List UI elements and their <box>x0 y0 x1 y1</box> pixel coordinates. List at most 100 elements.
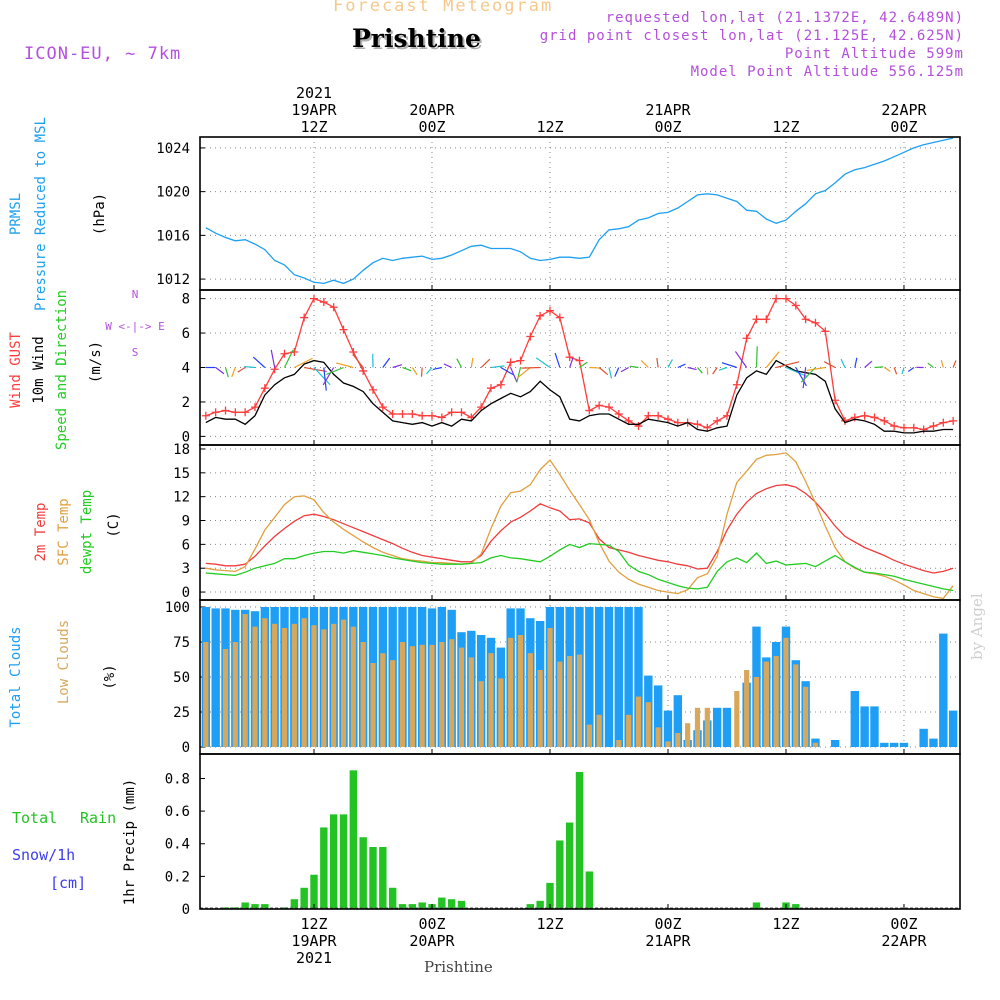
clouds-ytick-label-0: 0 <box>182 740 190 756</box>
low-cloud-bar-58 <box>773 656 779 748</box>
wind-direction-arrow-27 <box>470 357 474 368</box>
gust-marker-33 <box>526 332 535 341</box>
top-time-label-5-1: 00Z <box>890 118 917 136</box>
pressure-series-prmsl <box>205 137 954 285</box>
wind-direction-arrow-7 <box>270 349 276 368</box>
total-cloud-bar-41 <box>604 607 614 748</box>
wind-direction-arrow-66 <box>854 357 858 368</box>
gust-marker-12 <box>319 298 328 307</box>
rain-bar-11 <box>310 874 318 910</box>
wind-direction-arrow-21 <box>411 367 418 376</box>
top-time-label-5-0: 22APR <box>881 101 927 119</box>
precip-label-total: Total <box>12 809 57 827</box>
wind-direction-arrow-59 <box>785 366 807 377</box>
gust-marker-71 <box>899 423 908 432</box>
low-cloud-bar-23 <box>429 644 435 748</box>
rain-bar-10 <box>300 887 308 910</box>
low-cloud-bar-10 <box>301 618 307 748</box>
wind-direction-arrow-39 <box>589 366 601 369</box>
gust-marker-4 <box>241 408 250 417</box>
rain-bar-33 <box>526 904 535 910</box>
low-cloud-bar-25 <box>449 639 455 748</box>
temperature-series-sfc-temp <box>205 452 954 600</box>
wind-direction-arrow-48 <box>677 363 686 369</box>
pressure-unit: (hPa) <box>92 193 108 235</box>
low-cloud-bar-45 <box>645 702 651 748</box>
rain-bar-14 <box>339 814 348 910</box>
compass-west-east: W <-|-> E <box>105 320 165 333</box>
wind-direction-arrow-28 <box>480 358 491 368</box>
wind-ytick-label-4: 8 <box>182 292 190 308</box>
wind-direction-arrow-76 <box>952 360 957 368</box>
wind-direction-arrow-72 <box>907 367 915 372</box>
total-cloud-bar-52 <box>712 707 722 748</box>
gust-marker-28 <box>477 403 486 412</box>
gust-marker-23 <box>427 411 436 420</box>
total-cloud-bar-46 <box>653 685 663 748</box>
wind-direction-arrow-3 <box>231 367 236 378</box>
gust-marker-42 <box>614 410 623 418</box>
gust-marker-5 <box>251 403 260 412</box>
gust-marker-31 <box>506 358 515 367</box>
low-cloud-bar-15 <box>350 626 356 748</box>
gust-marker-72 <box>909 423 918 432</box>
bottom-time-label-5-1: 22APR <box>881 932 927 950</box>
gust-marker-29 <box>486 384 495 393</box>
gust-marker-48 <box>673 418 682 427</box>
low-cloud-bar-12 <box>321 629 327 748</box>
temperature-series-dewpt-temp <box>205 542 954 592</box>
low-cloud-bar-34 <box>537 670 543 748</box>
wind-ytick-label-2: 4 <box>182 361 190 377</box>
gust-marker-32 <box>516 356 525 365</box>
wind-direction-arrow-24 <box>432 366 442 370</box>
precip-panel: 0 0.2 0.4 0.6 0.8 <box>165 753 961 918</box>
top-time-label-1-1: 00Z <box>418 118 445 136</box>
wind-direction-arrow-68 <box>874 366 884 369</box>
low-cloud-bar-8 <box>281 628 288 748</box>
bottom-time-label-5-0: 00Z <box>890 915 917 933</box>
wind-direction-arrow-8 <box>283 349 294 368</box>
wind-direction-arrow-1 <box>215 367 225 375</box>
gust-marker-73 <box>919 425 928 434</box>
wind-direction-arrow-19 <box>392 364 403 369</box>
wind-direction-arrow-40 <box>598 367 609 376</box>
pressure-ytick-label-3: 1024 <box>156 141 190 157</box>
low-cloud-bar-50 <box>694 707 701 748</box>
wind-direction-arrow-60 <box>795 367 807 387</box>
wind-direction-arrow-5 <box>244 365 256 369</box>
gust-marker-24 <box>437 413 446 422</box>
wind-direction-arrow-49 <box>687 366 697 371</box>
low-cloud-bar-36 <box>557 661 563 748</box>
temperature-ytick-label-3: 9 <box>182 514 190 530</box>
wind-direction-arrow-31 <box>510 367 518 383</box>
low-cloud-bar-7 <box>272 623 278 748</box>
temperature-label-dewpt-part-0: dewpt Temp <box>79 490 95 574</box>
rain-bar-38 <box>575 771 584 910</box>
wind-direction-arrow-65 <box>840 358 846 368</box>
gust-marker-35 <box>545 306 554 315</box>
low-cloud-bar-26 <box>458 647 465 748</box>
temperature-unit: (C) <box>106 512 122 537</box>
clouds-unit: (%) <box>102 664 118 689</box>
clouds-label-total-part-0: Total Clouds <box>8 626 24 727</box>
rain-bar-60 <box>792 904 800 910</box>
model-label: ICON-EU, ~ 7km <box>24 44 182 64</box>
total-cloud-bar-75 <box>939 633 948 748</box>
wind-direction-arrow-71 <box>901 367 905 375</box>
gust-marker-52 <box>713 416 722 425</box>
top-time-label-3-1: 00Z <box>654 118 681 136</box>
total-cloud-bar-66 <box>850 691 860 748</box>
gust-marker-55 <box>742 334 751 343</box>
gust-marker-59 <box>781 294 790 303</box>
low-cloud-bar-13 <box>331 623 337 748</box>
gust-marker-51 <box>703 423 712 432</box>
total-cloud-bar-64 <box>830 740 840 748</box>
wind-direction-arrow-63 <box>806 366 826 372</box>
gust-marker-67 <box>860 411 869 420</box>
wind-direction-arrow-75 <box>940 360 944 368</box>
low-cloud-bar-60 <box>793 664 799 748</box>
gust-marker-14 <box>339 325 348 334</box>
rain-bar-37 <box>565 822 574 910</box>
low-cloud-bar-24 <box>439 642 445 748</box>
